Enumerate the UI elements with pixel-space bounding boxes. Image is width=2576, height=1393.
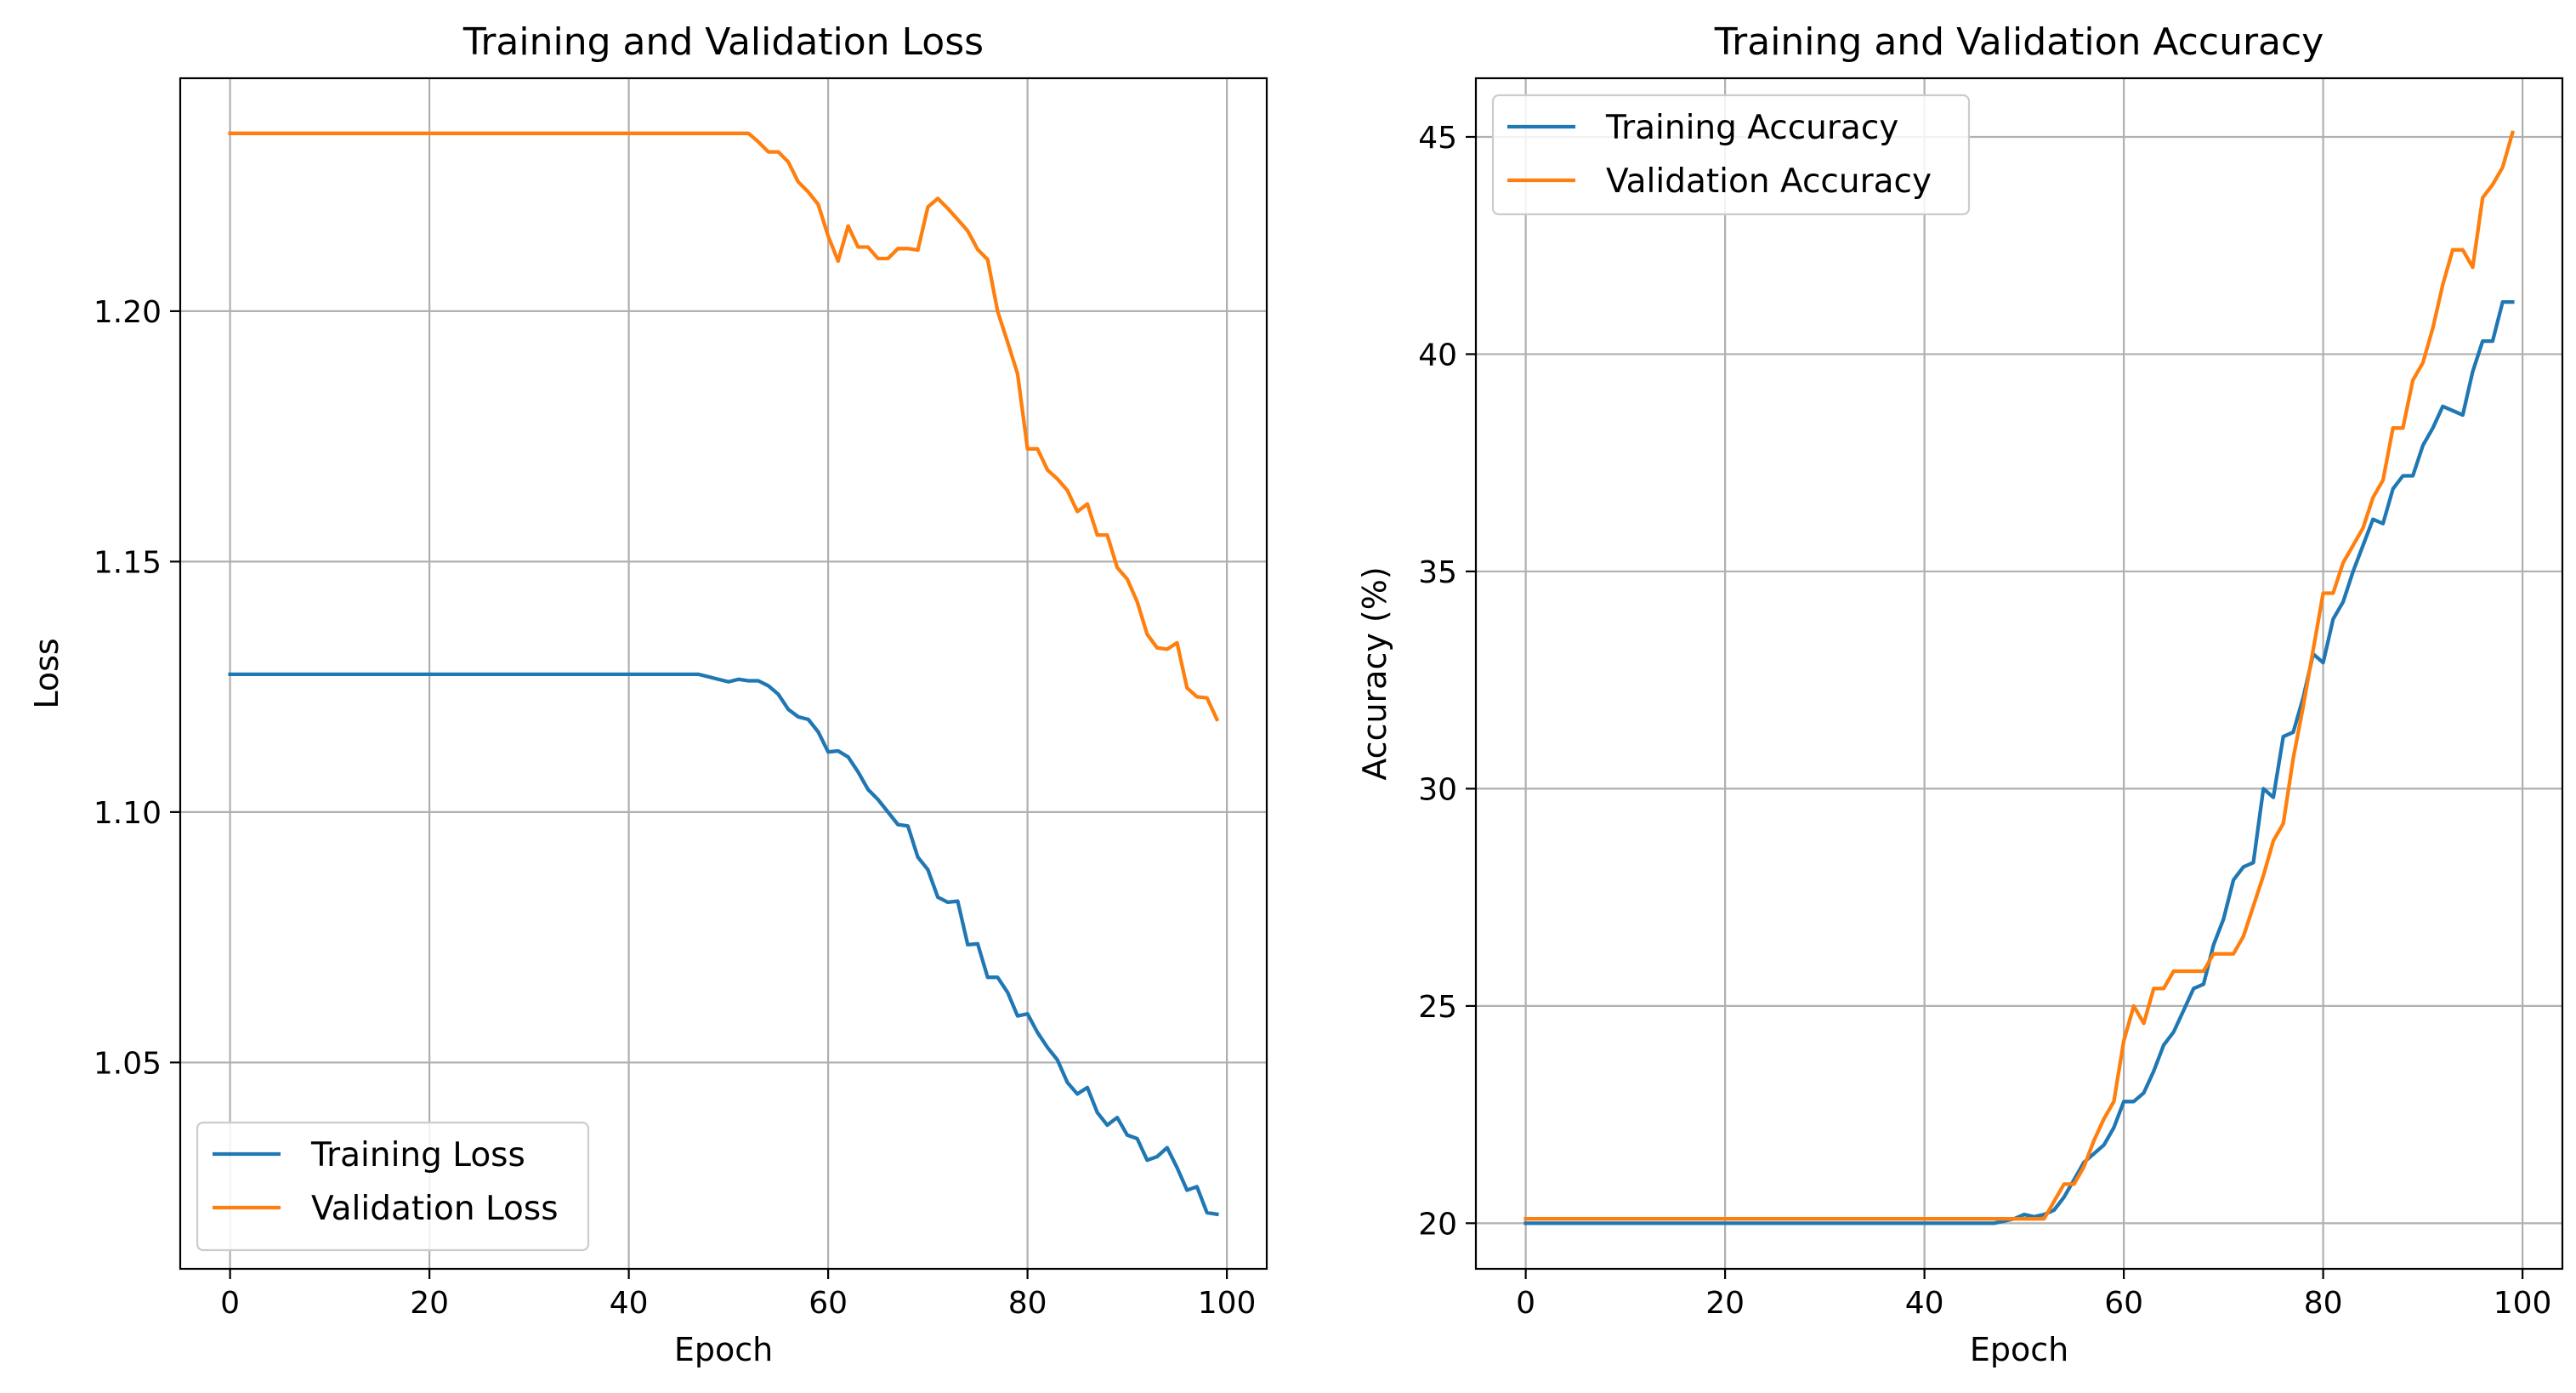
legend-label-training-loss: Training Loss (310, 1136, 525, 1174)
loss-ytick-label-0: 1.05 (94, 1046, 162, 1081)
loss-x-axis-label: Epoch (674, 1331, 773, 1368)
accuracy-xtick-label-40: 40 (1905, 1286, 1944, 1321)
accuracy-chart-title: Training and Validation Accuracy (1714, 20, 2324, 64)
legend-label-validation-loss: Validation Loss (311, 1190, 559, 1228)
loss-xtick-label-100: 100 (1198, 1286, 1257, 1321)
accuracy-xtick-label-0: 0 (1516, 1286, 1535, 1321)
series-line-training-loss (228, 672, 1219, 1217)
accuracy-ytick-label-4: 40 (1418, 338, 1457, 372)
loss-legend: Training Loss Validation Loss (196, 1121, 590, 1252)
accuracy-x-axis-label: Epoch (1970, 1331, 2068, 1368)
accuracy-axes: Training and Validation Accuracy Epoch A… (1356, 20, 2564, 1368)
loss-xtick-label-0: 0 (220, 1286, 240, 1321)
loss-y-axis-label: Loss (28, 638, 65, 708)
legend-label-training-accuracy: Training Accuracy (1605, 109, 1898, 147)
accuracy-xtick-label-80: 80 (2304, 1286, 2343, 1321)
loss-xtick-label-40: 40 (610, 1286, 649, 1321)
accuracy-ytick-label-1: 25 (1418, 990, 1457, 1025)
loss-plot-frame (179, 77, 1268, 1271)
loss-series-lines (228, 131, 1220, 1217)
series-line-training-accuracy (1523, 299, 2515, 1225)
series-line-validation-accuracy (1523, 130, 2516, 1221)
accuracy-xtick-label-100: 100 (2494, 1286, 2552, 1321)
accuracy-xtick-label-20: 20 (1705, 1286, 1745, 1321)
accuracy-y-axis-label: Accuracy (%) (1356, 566, 1393, 780)
loss-ytick-label-3: 1.20 (94, 295, 162, 330)
accuracy-ticks: 0 20 40 60 80 100 20 25 30 35 40 45 (1418, 121, 2551, 1321)
accuracy-ytick-label-0: 20 (1418, 1207, 1457, 1242)
accuracy-plot-frame (1474, 77, 2564, 1271)
accuracy-ytick-label-3: 35 (1418, 555, 1457, 590)
legend-label-validation-accuracy: Validation Accuracy (1606, 162, 1932, 201)
loss-xtick-label-20: 20 (410, 1286, 449, 1321)
accuracy-ytick-label-5: 45 (1418, 121, 1457, 156)
loss-xtick-label-60: 60 (809, 1286, 848, 1321)
loss-ytick-label-1: 1.10 (94, 796, 162, 831)
loss-xtick-label-80: 80 (1008, 1286, 1047, 1321)
loss-ticks: 0 20 40 60 80 100 1.05 1.10 1.15 1.20 (94, 295, 1257, 1321)
accuracy-legend: Training Accuracy Validation Accuracy (1491, 94, 1971, 216)
accuracy-gridlines (1476, 78, 2562, 1269)
loss-axes: Training and Validation Loss Epoch Loss … (28, 20, 1268, 1368)
series-line-validation-loss (228, 131, 1220, 722)
loss-chart-title: Training and Validation Loss (462, 20, 984, 64)
accuracy-xtick-label-60: 60 (2104, 1286, 2143, 1321)
loss-ytick-label-2: 1.15 (94, 545, 162, 580)
accuracy-legend-box (1491, 94, 1971, 216)
loss-legend-box (196, 1121, 590, 1252)
accuracy-ytick-label-2: 30 (1418, 772, 1457, 807)
accuracy-series-lines (1523, 130, 2516, 1225)
